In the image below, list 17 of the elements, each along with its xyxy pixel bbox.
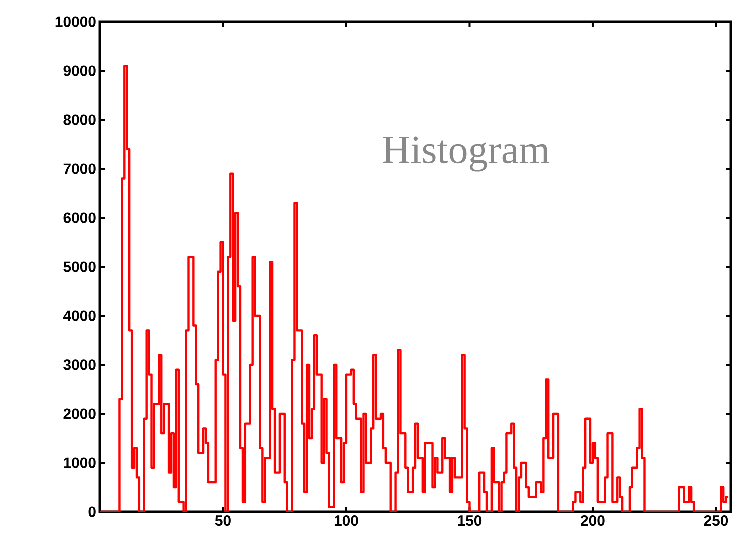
x-tick-label: 200 — [581, 516, 605, 526]
x-tick-label: 100 — [334, 516, 358, 526]
y-tick-label: 4000 — [63, 310, 96, 322]
y-tick-label: 7000 — [64, 164, 96, 174]
y-tick-label: 10000 — [56, 16, 96, 28]
y-tick-label: 6000 — [64, 212, 96, 224]
x-tick-label: 50 — [215, 516, 231, 526]
y-tick-label: 0 — [88, 506, 96, 518]
y-tick-label: 9000 — [64, 66, 96, 76]
y-tick-label: 2000 — [64, 408, 96, 420]
annotation: Histogram — [383, 136, 550, 172]
y-tick-label: 3000 — [64, 360, 96, 370]
x-tick-label: 250 — [704, 516, 728, 526]
x-tick-label: 150 — [458, 516, 482, 526]
y-tick-label: 1000 — [64, 458, 96, 468]
y-tick-label: 5000 — [64, 262, 96, 272]
y-tick-label: 8000 — [64, 114, 96, 126]
